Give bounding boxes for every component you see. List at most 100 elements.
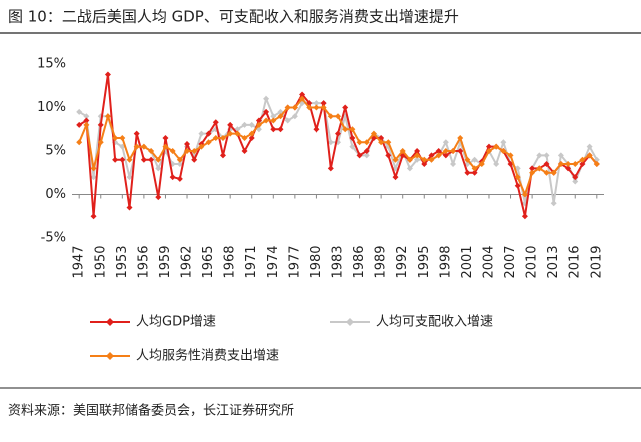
series-marker <box>112 134 119 141</box>
series-marker <box>97 121 104 128</box>
series-marker <box>133 130 140 137</box>
x-tick-label: 1950 <box>93 245 108 278</box>
series-marker <box>140 156 147 163</box>
series-marker <box>385 152 392 159</box>
series-marker <box>392 174 399 181</box>
series-marker <box>191 148 198 154</box>
series-marker <box>356 139 363 146</box>
series-marker <box>543 169 550 176</box>
series-marker <box>248 130 255 137</box>
series-marker <box>97 139 104 146</box>
series-marker <box>104 71 111 78</box>
series-marker <box>414 156 421 163</box>
series-marker <box>148 156 155 163</box>
series-marker <box>442 139 449 146</box>
series-marker <box>421 156 428 163</box>
series-marker <box>263 108 270 115</box>
series-marker <box>241 148 248 154</box>
series-marker <box>90 165 97 172</box>
x-tick-label: 1995 <box>417 245 432 278</box>
legend-label: 人均GDP增速 <box>136 315 216 330</box>
chart-title: 图 10：二战后美国人均 GDP、可支配收入和服务消费支出增速提升 <box>8 8 459 26</box>
series-marker <box>536 152 543 159</box>
x-tick-label: 2001 <box>460 245 475 278</box>
series-marker <box>457 148 464 154</box>
series-marker <box>529 169 536 176</box>
series-marker <box>543 152 550 159</box>
series-marker <box>263 117 270 124</box>
series-marker <box>219 134 226 141</box>
series-marker <box>284 104 291 111</box>
series-marker <box>378 139 385 146</box>
x-tick-label: 2007 <box>503 245 518 278</box>
series-marker <box>370 130 377 137</box>
series-marker <box>363 139 370 146</box>
series-marker <box>255 117 262 124</box>
series-marker <box>507 152 514 159</box>
series-marker <box>514 182 521 189</box>
series-marker <box>313 126 320 133</box>
series-marker <box>90 213 97 220</box>
series-marker <box>565 165 572 172</box>
x-tick-label: 1956 <box>136 245 151 278</box>
x-tick-label: 1992 <box>395 245 410 278</box>
series-marker <box>428 156 435 163</box>
series-marker <box>349 143 356 150</box>
series-marker <box>521 191 528 198</box>
x-tick-label: 1959 <box>158 245 173 278</box>
series-marker <box>299 95 306 102</box>
series-marker <box>162 134 169 141</box>
series-marker <box>572 161 579 168</box>
series-marker <box>205 130 212 137</box>
series-marker <box>104 113 111 120</box>
series-marker <box>255 121 262 128</box>
x-tick-label: 1974 <box>266 245 281 278</box>
series-marker <box>112 156 119 163</box>
series-marker <box>212 134 219 141</box>
series-marker <box>335 113 341 120</box>
x-tick-label: 2016 <box>568 245 583 278</box>
series-marker <box>335 130 341 137</box>
series-marker <box>320 100 327 107</box>
series-marker <box>493 161 500 168</box>
series-marker <box>471 169 478 176</box>
series-marker <box>198 130 205 137</box>
series-marker <box>83 121 90 128</box>
series-marker <box>450 148 457 154</box>
x-tick-label: 1968 <box>223 245 238 278</box>
series-marker <box>457 134 464 141</box>
series-marker <box>471 156 478 163</box>
series-marker <box>284 117 291 124</box>
series-marker <box>126 156 133 163</box>
series-marker <box>270 113 277 120</box>
series-marker <box>313 104 320 111</box>
series-marker <box>277 113 284 120</box>
x-tick-label: 2013 <box>546 245 561 278</box>
series-marker <box>392 156 399 163</box>
series-marker <box>263 95 270 102</box>
series-marker <box>536 165 543 172</box>
x-tick-label: 1980 <box>309 245 324 278</box>
series-marker <box>76 139 83 146</box>
series-marker <box>421 161 428 168</box>
series-marker <box>550 169 557 176</box>
series-marker <box>248 121 255 128</box>
series-marker <box>162 143 169 150</box>
source: 资料来源：美国联邦储备委员会，长江证券研究所 <box>8 403 294 419</box>
series-marker <box>291 104 298 111</box>
series-marker <box>83 117 90 124</box>
series-marker <box>478 161 485 168</box>
series-marker <box>76 121 83 128</box>
series-marker <box>169 174 176 181</box>
series-marker <box>464 169 471 176</box>
series-marker <box>435 152 442 159</box>
series-marker <box>241 121 248 128</box>
series-marker <box>90 174 97 181</box>
series-marker <box>320 104 327 111</box>
series-marker <box>342 126 349 133</box>
legend-marker <box>346 318 354 326</box>
y-tick-label: -5% <box>41 231 66 246</box>
series-marker <box>500 139 507 146</box>
series-marker <box>485 143 492 150</box>
x-tick-label: 1971 <box>244 245 259 278</box>
